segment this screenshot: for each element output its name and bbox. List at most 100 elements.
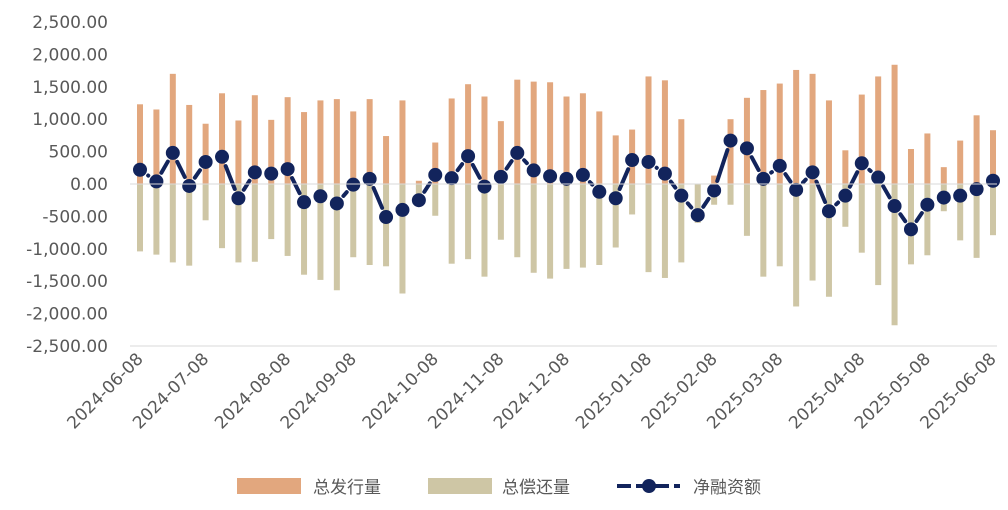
issuance-bar	[924, 133, 931, 184]
issuance-bar	[432, 142, 439, 184]
net-line-segment	[470, 162, 482, 180]
net-point	[936, 190, 951, 205]
repayment-bar	[153, 184, 160, 255]
legend-swatch-issuance	[237, 478, 301, 494]
legend-swatch-repayment	[428, 478, 492, 494]
issuance-bar	[169, 73, 176, 184]
net-line-segment	[422, 181, 432, 194]
y-tick-label: 0.00	[70, 175, 108, 195]
y-tick-label: -1,000.00	[26, 240, 108, 260]
net-line-segment	[898, 212, 908, 224]
repayment-bar	[333, 184, 340, 291]
issuance-bar	[399, 100, 406, 184]
repayment-bar	[579, 184, 586, 268]
net-point	[772, 158, 787, 173]
net-point	[789, 182, 804, 197]
repayment-bar	[629, 184, 636, 215]
net-line-segment	[241, 178, 252, 192]
issuance-bar	[202, 123, 209, 184]
net-point	[821, 204, 836, 219]
issuance-bar	[497, 121, 504, 184]
legend: 总发行量 总偿还量 净融资额	[237, 478, 761, 498]
net-point	[362, 171, 377, 186]
net-line-segment	[668, 179, 678, 190]
y-tick-label: 1,500.00	[32, 78, 108, 98]
net-point	[739, 141, 754, 156]
net-line-segment	[914, 211, 924, 224]
issuance-bar	[448, 98, 455, 184]
net-line-segment	[867, 167, 873, 173]
net-point	[674, 188, 689, 203]
repayment-bar	[990, 184, 996, 236]
net-point	[871, 170, 886, 185]
issuance-bar	[137, 104, 143, 184]
issuance-bar	[383, 136, 390, 184]
net-line-segment	[715, 148, 730, 183]
net-line-segment	[847, 170, 860, 189]
net-point	[559, 171, 574, 186]
net-point	[953, 188, 968, 203]
y-tick-label: 2,000.00	[32, 45, 108, 65]
repayment-bar	[825, 184, 832, 297]
repayment-bar	[350, 184, 357, 258]
issuance-bar	[251, 95, 258, 184]
issuance-bar	[415, 180, 422, 184]
net-point	[264, 166, 279, 181]
repayment-bar	[251, 184, 258, 262]
repayment-bar	[432, 184, 439, 216]
net-line-segment	[223, 164, 237, 191]
repayment-bar	[776, 184, 783, 267]
repayment-bar	[924, 184, 931, 256]
net-point	[592, 184, 607, 199]
y-tick-label: -2,000.00	[26, 305, 108, 325]
issuance-bar	[481, 96, 488, 184]
issuance-bar	[579, 93, 586, 184]
repayment-bar	[448, 184, 455, 264]
net-line-segment	[834, 200, 841, 207]
net-point	[379, 210, 394, 225]
net-line-segment	[685, 201, 694, 210]
issuance-bar	[530, 81, 537, 184]
net-point	[854, 156, 869, 171]
net-point	[920, 197, 935, 212]
issuance-bar	[776, 83, 783, 184]
issuance-bar	[973, 115, 980, 184]
net-point	[313, 189, 328, 204]
net-point	[395, 202, 410, 217]
repayment-bar	[186, 184, 193, 266]
net-line-segment	[175, 159, 187, 179]
net-point	[838, 188, 853, 203]
issuance-bar	[990, 130, 996, 184]
repayment-bar	[645, 184, 652, 273]
repayment-bar	[301, 184, 308, 275]
issuance-bar	[366, 99, 373, 184]
issuance-bar	[317, 100, 324, 184]
net-line-segment	[290, 176, 302, 196]
net-point	[625, 153, 640, 168]
net-point	[411, 193, 426, 208]
repayment-bar	[891, 184, 898, 326]
repayment-bar	[596, 184, 603, 265]
net-point	[297, 195, 312, 210]
net-point	[280, 162, 295, 177]
repayment-bar	[317, 184, 324, 280]
repayment-bar	[661, 184, 668, 278]
net-line-segment	[617, 167, 631, 192]
repayment-bar	[760, 184, 767, 277]
repayment-bar	[481, 184, 488, 277]
repayment-bar	[563, 184, 570, 269]
repayment-bar	[842, 184, 849, 227]
net-line-segment	[701, 196, 711, 209]
issuance-bar	[563, 96, 570, 184]
net-point	[805, 165, 820, 180]
y-tick-label: 2,500.00	[32, 13, 108, 33]
repayment-bar	[268, 184, 275, 240]
y-tick-label: -2,500.00	[26, 337, 108, 357]
issuance-bar	[514, 79, 521, 184]
net-line-segment	[504, 159, 514, 171]
repayment-bar	[169, 184, 176, 263]
issuance-bar	[186, 104, 193, 184]
net-point	[543, 169, 558, 184]
issuance-bar	[957, 140, 964, 184]
